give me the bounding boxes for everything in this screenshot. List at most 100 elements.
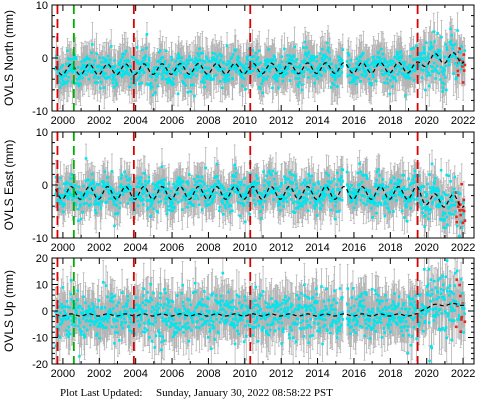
data-point (304, 51, 308, 55)
data-point (282, 70, 286, 73)
data-point (261, 70, 264, 74)
data-point (319, 52, 322, 55)
data-point (132, 56, 135, 59)
data-point (182, 81, 186, 85)
data-point (307, 50, 311, 54)
data-point (209, 78, 213, 81)
data-point (242, 77, 246, 81)
data-point (204, 66, 207, 70)
data-point (114, 78, 117, 82)
data-point (286, 67, 290, 71)
data-point (293, 69, 297, 72)
data-point (323, 53, 327, 57)
data-point (179, 71, 182, 75)
data-point (118, 72, 121, 76)
data-point (326, 46, 330, 50)
data-point (57, 68, 61, 72)
data-point (285, 72, 289, 75)
data-point (423, 52, 427, 55)
data-point (427, 84, 431, 88)
data-point (222, 77, 226, 81)
data-point (236, 55, 240, 58)
data-point (371, 75, 375, 79)
data-point (229, 57, 233, 61)
data-point (311, 74, 315, 78)
data-point (333, 78, 337, 82)
data-point (435, 56, 438, 59)
data-point (394, 79, 398, 83)
data-point (228, 61, 232, 64)
data-point (399, 50, 403, 54)
data-point (395, 54, 398, 57)
data-point (85, 73, 88, 76)
data-point (297, 85, 300, 89)
data-point (177, 69, 181, 72)
data-point (388, 73, 391, 77)
data-point (394, 67, 397, 71)
data-point (127, 65, 131, 69)
data-point (239, 63, 243, 67)
data-point (138, 74, 142, 78)
data-point (156, 84, 160, 88)
data-point (269, 60, 273, 64)
data-point (59, 66, 63, 69)
data-point (369, 83, 373, 87)
plot-area (54, 11, 467, 111)
data-point (164, 49, 168, 53)
data-point (460, 63, 464, 67)
data-point (166, 78, 170, 81)
data-point (121, 69, 125, 73)
data-point (240, 72, 244, 75)
data-point (339, 66, 343, 69)
data-point (102, 74, 105, 78)
data-point (157, 50, 161, 54)
data-point (139, 62, 143, 66)
data-point (238, 60, 241, 64)
data-point (126, 58, 129, 62)
data-point (69, 66, 72, 69)
data-point (428, 48, 432, 51)
data-point (445, 88, 448, 92)
data-point (224, 77, 227, 80)
data-point (259, 61, 262, 64)
data-point (283, 47, 286, 51)
data-point (425, 70, 429, 73)
data-point (322, 68, 325, 72)
data-point (227, 78, 231, 81)
data-point (441, 67, 445, 70)
data-point (429, 44, 433, 47)
data-point (301, 46, 305, 49)
data-point (292, 71, 296, 75)
data-point (420, 76, 424, 79)
data-point (175, 64, 179, 67)
data-point (434, 67, 437, 71)
data-point (307, 76, 310, 79)
data-point (320, 47, 324, 51)
data-point (227, 73, 231, 77)
data-point (295, 77, 298, 80)
data-point (123, 59, 127, 63)
data-point (101, 56, 105, 60)
data-point (74, 56, 78, 60)
data-point (70, 62, 74, 66)
data-point (336, 85, 339, 88)
data-point (462, 53, 466, 56)
data-point (426, 55, 430, 59)
data-point (427, 71, 431, 75)
data-point (70, 68, 74, 71)
data-point (178, 56, 181, 60)
data-point (140, 67, 143, 71)
data-point (367, 77, 371, 81)
data-point (314, 74, 318, 77)
panel-2: 2000 2002 2004 2006 2008 2010 2012 2014 2016 2018… (2, 127, 475, 254)
data-point (432, 61, 436, 65)
data-point (101, 65, 104, 69)
data-point (107, 61, 111, 65)
data-point (284, 68, 288, 72)
data-point (254, 52, 258, 55)
y-tick-label: 0 (42, 53, 48, 65)
data-point (404, 94, 407, 97)
data-point (222, 61, 225, 65)
data-point (305, 46, 308, 49)
data-point (207, 59, 211, 63)
